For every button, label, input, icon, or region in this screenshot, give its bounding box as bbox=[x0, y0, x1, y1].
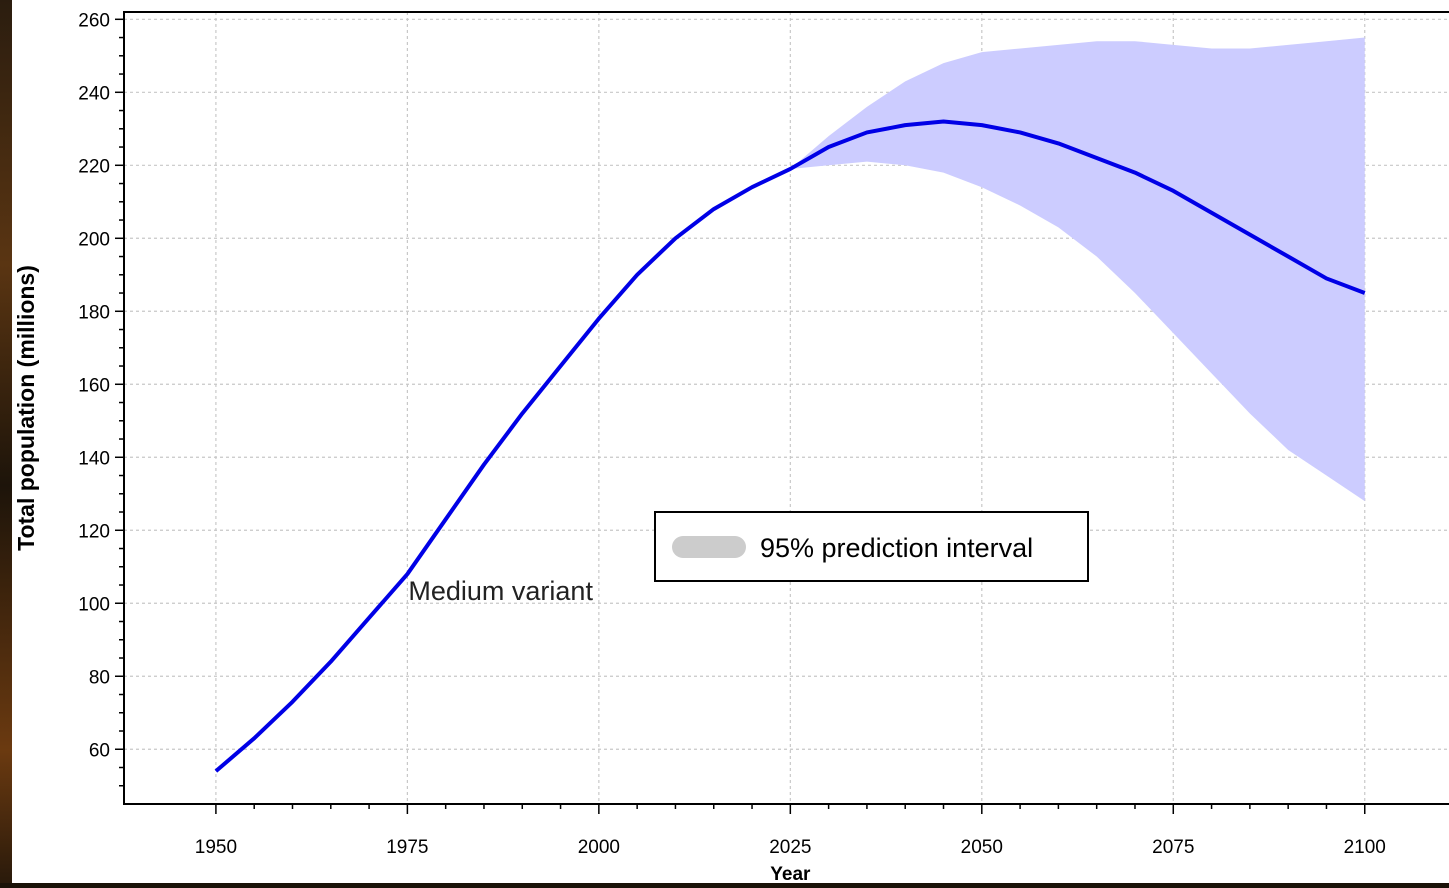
y-tick-label-240: 240 bbox=[78, 83, 110, 104]
x-tick-label-2075: 2075 bbox=[1152, 837, 1194, 858]
population-chart: 60 80 100 120 140 160 180 200 220 240 260 1950 1975… bbox=[12, 0, 1449, 885]
y-tick-label-200: 200 bbox=[78, 229, 110, 250]
y-tick-label-100: 100 bbox=[78, 594, 110, 615]
y-tick-label-120: 120 bbox=[78, 521, 110, 542]
chart-panel: 60 80 100 120 140 160 180 200 220 240 260 1950 1975… bbox=[12, 0, 1449, 885]
legend-swatch-interval bbox=[672, 536, 746, 558]
x-tick-label-2050: 2050 bbox=[961, 837, 1003, 858]
x-axis-title: Year bbox=[770, 864, 811, 883]
plot-frame bbox=[123, 11, 1449, 805]
y-tick-label-180: 180 bbox=[78, 302, 110, 323]
y-tick-label-80: 80 bbox=[89, 667, 110, 688]
y-axis: 60 80 100 120 140 160 180 200 220 240 260 bbox=[78, 10, 124, 787]
x-tick-label-1950: 1950 bbox=[195, 837, 237, 858]
medium-variant-annotation: Medium variant bbox=[408, 576, 593, 606]
x-tick-label-2025: 2025 bbox=[769, 837, 811, 858]
x-tick-label-2100: 2100 bbox=[1344, 837, 1386, 858]
legend: 95% prediction interval bbox=[654, 511, 1089, 582]
y-axis-title: Total population (millions) bbox=[13, 265, 39, 551]
y-tick-label-220: 220 bbox=[78, 156, 110, 177]
prediction-interval-band bbox=[790, 37, 1365, 502]
medium-variant-line bbox=[214, 119, 1366, 773]
y-tick-label-140: 140 bbox=[78, 448, 110, 469]
y-tick-label-260: 260 bbox=[78, 10, 110, 31]
legend-box bbox=[654, 511, 1089, 582]
x-tick-label-2000: 2000 bbox=[578, 837, 620, 858]
x-tick-label-1975: 1975 bbox=[386, 837, 428, 858]
y-tick-label-60: 60 bbox=[89, 740, 110, 761]
y-tick-label-160: 160 bbox=[78, 375, 110, 396]
x-axis: 1950 1975 2000 2025 2050 2075 2100 bbox=[195, 804, 1386, 858]
legend-label-interval: 95% prediction interval bbox=[760, 533, 1033, 563]
